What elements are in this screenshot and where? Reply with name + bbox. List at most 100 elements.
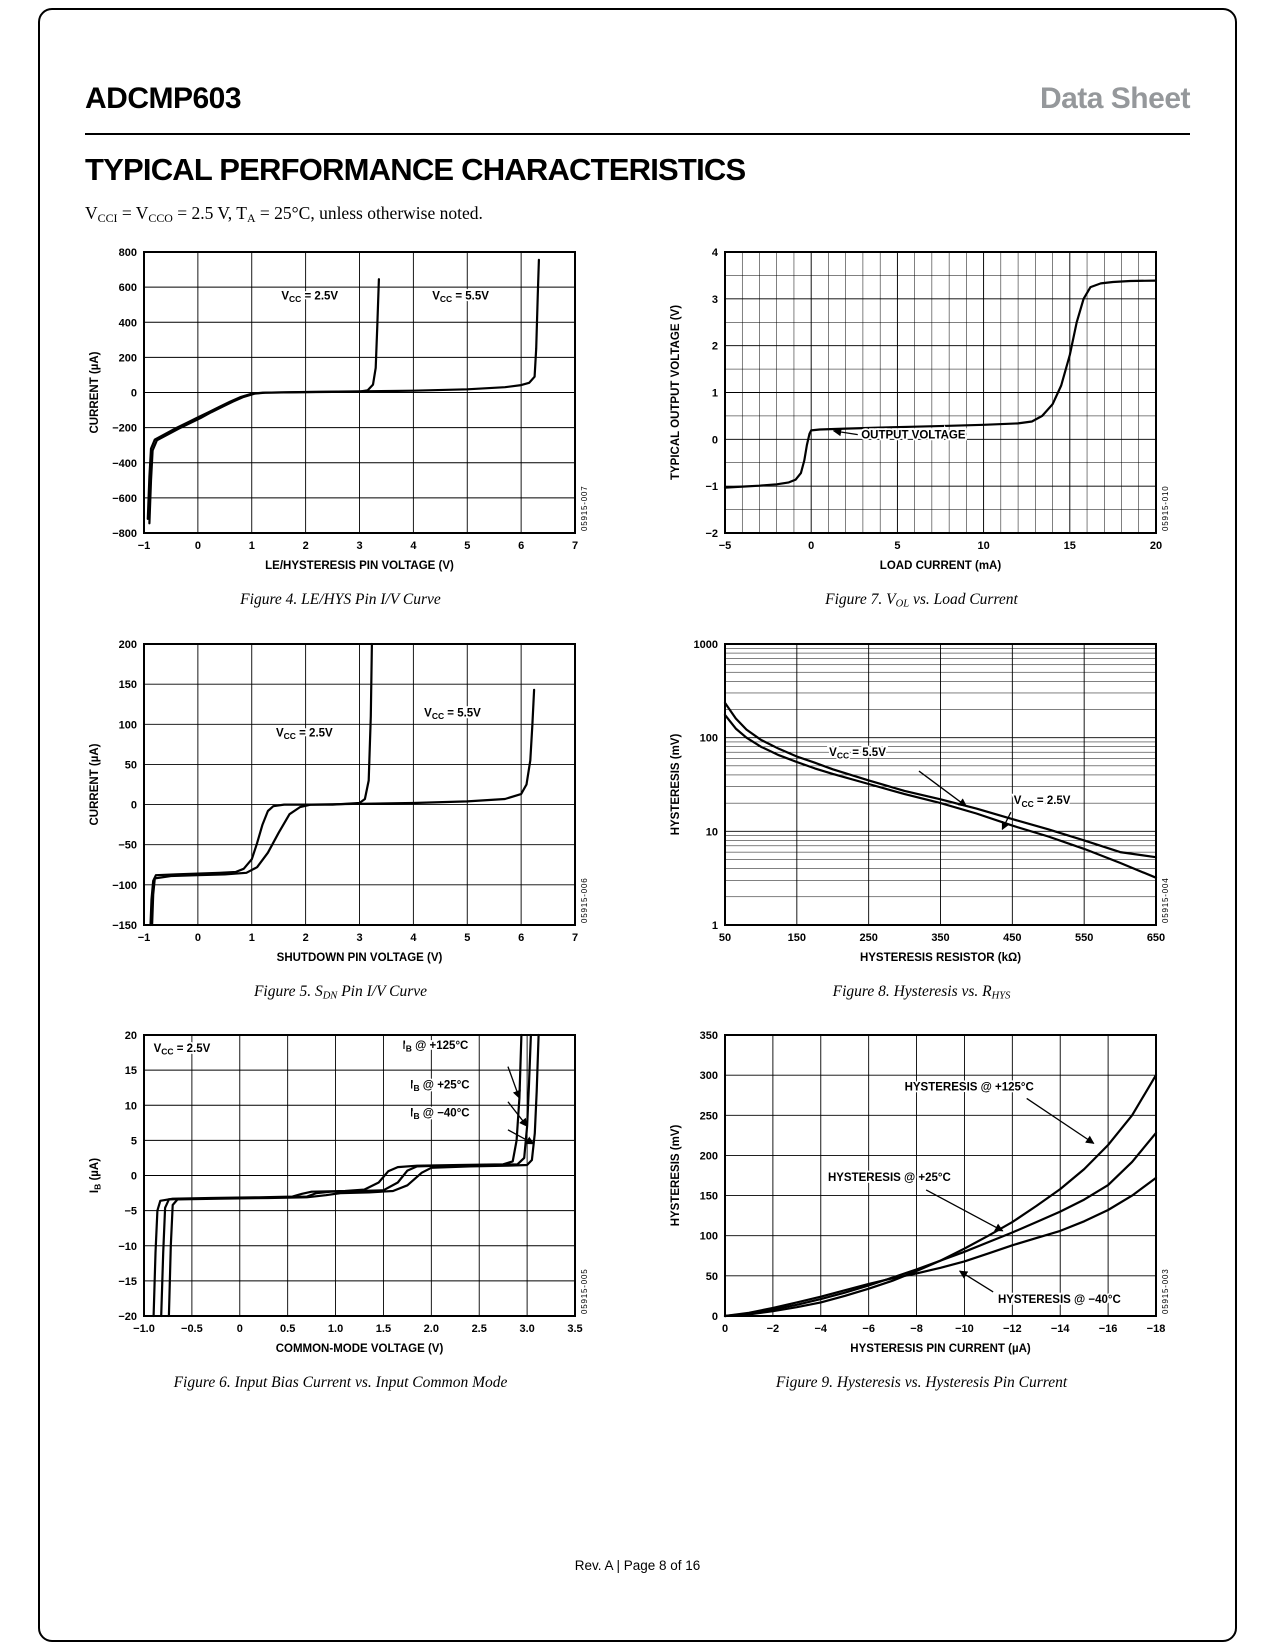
x-tick-label: 3.0 [519, 1323, 534, 1335]
x-tick-label: −16 [1099, 1323, 1118, 1335]
figure-code: 05915-004 [1161, 877, 1170, 922]
y-tick-label: −1 [705, 481, 718, 493]
series-vcc-5.5v [723, 701, 1158, 858]
series-vcc-2.5v [149, 642, 373, 926]
x-tick-label: 0 [195, 540, 201, 552]
y-tick-label: −50 [118, 839, 137, 851]
x-tick-label: 350 [931, 932, 949, 944]
y-tick-label: 250 [700, 1111, 718, 1123]
page-header: ADCMP603 Data Sheet [85, 82, 1191, 116]
figure-5-caption: Figure 5. SDN Pin I/V Curve [253, 982, 428, 1002]
x-tick-label: 1 [249, 932, 255, 944]
y-tick-label: 0 [131, 388, 137, 400]
x-axis-label: LOAD CURRENT (mA) [880, 560, 1002, 572]
tick-labels: −1 0 1 2 3 4 5 6 7 −150 −100 −50 0 50 100 150 200 [112, 639, 578, 944]
grid-major [724, 251, 1157, 534]
y-tick-label: 400 [119, 317, 137, 329]
y-tick-label: −600 [112, 493, 137, 505]
x-tick-label: 5 [464, 932, 470, 944]
y-axis-label: HYSTERESIS (mV) [670, 1125, 682, 1227]
y-tick-label: 0 [712, 1311, 718, 1323]
annotation-arrow [1026, 1098, 1095, 1145]
datasheet-label: Data Sheet [1039, 82, 1191, 115]
y-tick-label: 10 [706, 826, 718, 838]
x-axis-label: LE/HYSTERESIS PIN VOLTAGE (V) [265, 560, 454, 572]
figure-8-cell: 50 150 250 350 450 550 650 1 10 100 1000 HYSTERESIS… [653, 632, 1190, 1002]
y-axis-label: IB (µA) [89, 1158, 103, 1193]
y-tick-label: 200 [119, 352, 137, 364]
page-footer: Rev. A | Page 8 of 16 [574, 1558, 701, 1573]
plot-border [143, 642, 576, 926]
tick-labels: −1 0 1 2 3 4 5 6 7 −800 −600 −400 −200 0 200 400 600 800 [112, 247, 578, 552]
y-tick-label: 5 [131, 1136, 137, 1148]
tick-labels: 0 −2 −4 −6 −8 −10 −12 −14 −16 −18 0 50 100 150 200 250 3… [700, 1030, 1166, 1335]
tick-labels: 50 150 250 350 450 550 650 1 10 100 1000 [694, 639, 1166, 944]
y-tick-label: 200 [119, 639, 137, 651]
y-tick-label: 1 [712, 920, 718, 932]
grid-major [724, 643, 1157, 926]
figure-7-caption: Figure 7. VOL vs. Load Current [825, 591, 1018, 610]
y-tick-label: 150 [700, 1191, 718, 1203]
y-tick-label: 4 [712, 247, 719, 259]
y-tick-label: 3 [712, 294, 718, 306]
figure-5-chart: −1 0 1 2 3 4 5 6 7 −150 −100 −50 0 50 100 150 200 SHUTDOW… [89, 639, 589, 964]
x-tick-label: −8 [910, 1323, 923, 1335]
x-tick-label: 2 [303, 932, 309, 944]
figure-code: 05915-006 [580, 877, 589, 922]
series-vcc-2.5v [723, 713, 1158, 879]
annotation-label: VCC = 5.5V [829, 746, 886, 760]
y-tick-label: −5 [124, 1206, 137, 1218]
figure-code: 05915-005 [580, 1269, 589, 1314]
x-tick-label: −4 [815, 1323, 828, 1335]
figure-7-chart: −5 0 5 10 15 20 −2 −1 0 1 2 3 4 LOAD CURRENT (mA) TYPI… [670, 247, 1170, 572]
x-tick-label: 1.0 [328, 1323, 343, 1335]
annotation-label: HYSTERESIS @ +125°C [905, 1082, 1034, 1094]
y-tick-label: 20 [125, 1030, 137, 1042]
y-tick-label: 600 [119, 282, 137, 294]
tick-labels: −1.0 −0.5 0 0.5 1.0 1.5 2.0 2.5 3.0 3.5 −20 −15 −10 −… [118, 1030, 582, 1335]
x-tick-label: 5 [464, 540, 470, 552]
annotation-arrow [958, 1270, 994, 1293]
x-tick-label: −1.0 [133, 1323, 155, 1335]
x-tick-label: 2 [303, 540, 309, 552]
annotation-label: VCC = 2.5V [1014, 795, 1071, 809]
x-tick-label: −6 [862, 1323, 875, 1335]
x-tick-label: 6 [518, 932, 524, 944]
x-tick-label: 50 [719, 932, 731, 944]
x-tick-label: 5 [894, 540, 900, 552]
x-tick-label: 450 [1003, 932, 1021, 944]
y-tick-label: 1 [712, 388, 718, 400]
y-tick-label: −20 [118, 1311, 137, 1323]
figure-9-cell: 0 −2 −4 −6 −8 −10 −12 −14 −16 −18 0 50 100 150 200 250 3… [653, 1023, 1190, 1392]
x-tick-label: 20 [1150, 540, 1162, 552]
annotation-arrow [1001, 811, 1012, 830]
y-tick-label: 350 [700, 1030, 718, 1042]
y-tick-label: 100 [119, 719, 137, 731]
annotation-label: VCC = 2.5V [154, 1043, 211, 1057]
annotation-label: VCC = 2.5V [276, 727, 333, 741]
y-tick-label: −150 [112, 920, 137, 932]
y-tick-label: 50 [706, 1271, 718, 1283]
x-tick-label: 550 [1075, 932, 1093, 944]
y-tick-label: −200 [112, 423, 137, 435]
figure-6-chart: −1.0 −0.5 0 0.5 1.0 1.5 2.0 2.5 3.0 3.5 −20 −15 −10 −… [89, 1030, 589, 1355]
annotation-label: OUTPUT VOLTAGE [861, 429, 966, 441]
figure-4-caption: Figure 4. LE/HYS Pin I/V Curve [240, 591, 441, 608]
annotation-label: IB @ +25°C [410, 1080, 469, 1094]
y-tick-label: 2 [712, 341, 718, 353]
annotation-label: VCC = 5.5V [424, 707, 481, 721]
x-tick-label: 15 [1064, 540, 1076, 552]
y-axis-label: TYPICAL OUTPUT VOLTAGE (V) [670, 305, 682, 480]
x-tick-label: 3 [356, 540, 362, 552]
figure-7-cell: −5 0 5 10 15 20 −2 −1 0 1 2 3 4 LOAD CURRENT (mA) TYPI… [653, 240, 1190, 610]
test-conditions: VCCI = VCCO = 2.5 V, TA = 25°C, unless o… [85, 203, 483, 225]
plot-border [724, 642, 1157, 926]
y-tick-label: 0 [131, 1171, 137, 1183]
y-tick-label: 100 [700, 732, 718, 744]
plot-border [143, 251, 576, 534]
x-tick-label: −1 [138, 932, 151, 944]
figure-4-chart: −1 0 1 2 3 4 5 6 7 −800 −600 −400 −200 0 200 400 600 800 L… [89, 247, 589, 572]
annotation-label: IB @ +125°C [403, 1040, 469, 1054]
x-tick-label: −18 [1147, 1323, 1166, 1335]
